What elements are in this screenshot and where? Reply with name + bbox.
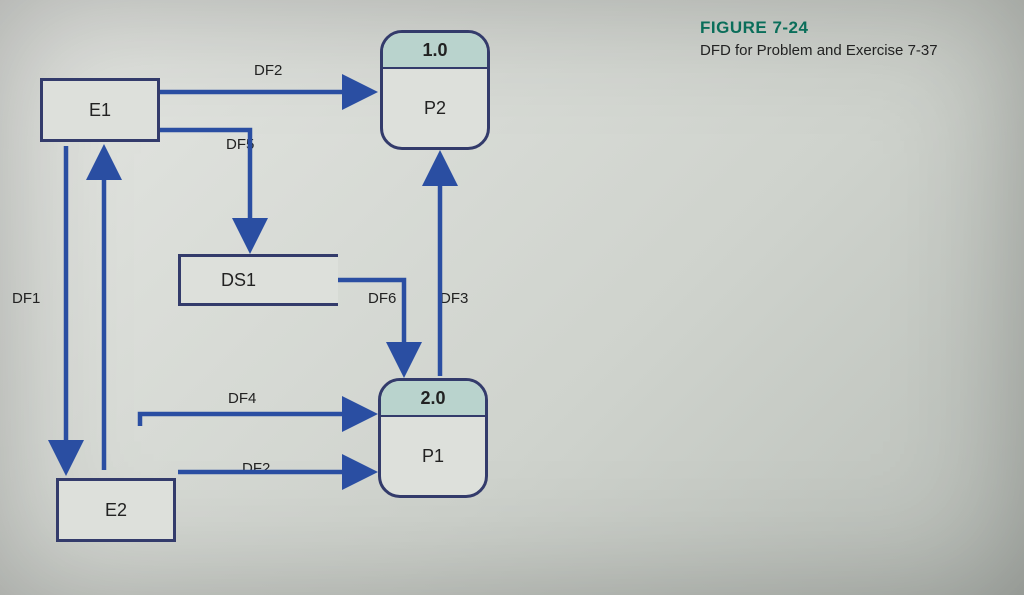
figure-title-block: FIGURE 7-24 DFD for Problem and Exercise… bbox=[700, 18, 1010, 59]
datastore-ds1: DS1 bbox=[178, 254, 338, 306]
entity-e1: E1 bbox=[40, 78, 160, 142]
entity-e2: E2 bbox=[56, 478, 176, 542]
process-p2: 1.0 P2 bbox=[380, 30, 490, 150]
figure-number: FIGURE 7-24 bbox=[700, 18, 1010, 38]
flow-label-df6: DF6 bbox=[368, 290, 396, 307]
entity-e1-label: E1 bbox=[89, 100, 111, 121]
flow-label-df1: DF1 bbox=[12, 290, 40, 307]
flow-label-df5: DF5 bbox=[226, 136, 254, 153]
process-p2-label: P2 bbox=[383, 69, 487, 147]
process-p1-number: 2.0 bbox=[381, 381, 485, 417]
figure-caption: DFD for Problem and Exercise 7-37 bbox=[700, 42, 1010, 59]
process-p2-number: 1.0 bbox=[383, 33, 487, 69]
flow-label-df3: DF3 bbox=[440, 290, 468, 307]
entity-e2-label: E2 bbox=[105, 500, 127, 521]
datastore-ds1-label: DS1 bbox=[221, 270, 256, 291]
flow-label-df2-top: DF2 bbox=[254, 62, 282, 79]
flow-label-df4: DF4 bbox=[228, 390, 256, 407]
flow-label-df2-bottom: DF2 bbox=[242, 460, 270, 477]
process-p1: 2.0 P1 bbox=[378, 378, 488, 498]
process-p1-label: P1 bbox=[381, 417, 485, 495]
